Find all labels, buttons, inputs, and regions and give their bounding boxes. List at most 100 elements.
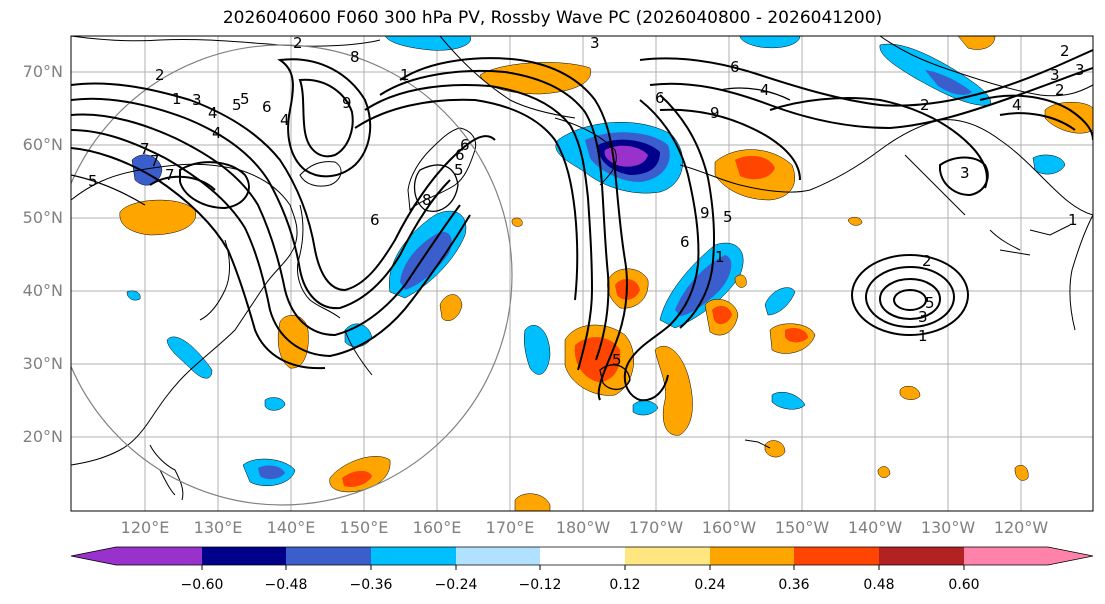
contour-label: 4 (280, 111, 290, 129)
colorbar-tick-label: 0.36 (778, 577, 810, 593)
lat-label: 30°N (22, 354, 63, 373)
range-circle (71, 44, 513, 506)
contour-label: 6 (655, 89, 665, 107)
lon-label: 160°E (412, 518, 462, 537)
contour-label: 9 (710, 104, 720, 122)
pv-negative-anomalies (126, 36, 1066, 486)
colorbar-swatch (540, 547, 625, 565)
anomaly-blob (877, 466, 891, 478)
anomaly-blob (511, 217, 523, 227)
anomaly-blob (771, 391, 806, 410)
colorbar-swatch (371, 547, 456, 565)
contour-label: 6 (455, 146, 465, 164)
contour-label: 1 (172, 90, 182, 108)
anomaly-blob (264, 397, 286, 411)
lat-label: 60°N (22, 135, 63, 154)
anomaly-blob (739, 36, 801, 49)
map-title: 2026040600 F060 300 hPa PV, Rossby Wave … (222, 8, 883, 28)
pv-contours (71, 49, 1093, 402)
colorbar-swatch (116, 547, 202, 565)
colorbar-swatch (964, 547, 1048, 565)
contour-label: 5 (88, 172, 98, 190)
map-background (71, 36, 1093, 511)
contour-label: 2 (155, 66, 165, 84)
colorbar-tick-label: −0.60 (180, 577, 224, 593)
contour-label: 8 (350, 48, 360, 66)
colorbar-extend-low (71, 547, 116, 565)
lon-label: 140°E (266, 518, 316, 537)
colorbar-swatch (625, 547, 710, 565)
contour-label: 8 (422, 191, 432, 209)
contour-label: 7 (150, 152, 160, 170)
lat-label: 70°N (22, 62, 63, 81)
anomaly-blob (735, 155, 775, 180)
lon-label: 120°E (120, 518, 170, 537)
anomaly-blob (1044, 102, 1093, 134)
contour-label: 7 (165, 166, 175, 184)
anomaly-blob (899, 385, 921, 400)
colorbar-swatch (202, 547, 286, 565)
colorbar-extend-high (1048, 547, 1093, 565)
anomaly-blob (400, 231, 452, 290)
lon-label: 130°W (920, 518, 976, 537)
pv-contours-thin (71, 87, 791, 391)
lon-label: 160°W (701, 518, 757, 537)
contour-label: 3 (590, 34, 600, 52)
lat-label: 50°N (22, 208, 63, 227)
colorbar-tick-label: −0.24 (434, 577, 478, 593)
lon-label: 150°E (339, 518, 389, 537)
contour-label: 5 (925, 294, 935, 312)
colorbar-tick-label: 0.48 (863, 577, 895, 593)
contour-label: 6 (680, 233, 690, 251)
contour-label: 4 (1012, 96, 1022, 114)
contour-label: 1 (918, 327, 928, 345)
anomaly-blob (1032, 154, 1066, 175)
colorbar-swatch (879, 547, 964, 565)
anomaly-blob (847, 216, 863, 226)
contour-label: 1 (1068, 211, 1078, 229)
lon-label: 130°E (193, 518, 243, 537)
contour-label: 2 (1055, 81, 1065, 99)
map-frame (70, 35, 1094, 512)
lon-label: 140°W (847, 518, 903, 537)
colorbar-tick-label: 0.60 (948, 577, 980, 593)
contour-label: 6 (460, 136, 470, 154)
colorbar-tick-label: 0.12 (609, 577, 641, 593)
contour-label: 9 (700, 204, 710, 222)
contour-labels: 2 3 4 5 6 7 8 9 1 6 5 6 4 3 2 1 9 6 5 7 … (88, 34, 1085, 369)
anomaly-blob (258, 465, 285, 480)
lon-label: 120°W (993, 518, 1049, 537)
anomaly-blob (119, 199, 197, 236)
anomaly-blob (675, 255, 732, 316)
contour-label: 6 (370, 211, 380, 229)
anomaly-blob (925, 70, 972, 95)
colorbar-swatch (286, 547, 371, 565)
contour-label: 5 (454, 161, 464, 179)
contour-label: 4 (760, 81, 770, 99)
contour-label: 2 (922, 252, 932, 270)
contour-label: 6 (730, 58, 740, 76)
contour-label: 4 (212, 124, 222, 142)
anomaly-blob (734, 274, 747, 288)
contour-label: 1 (400, 66, 410, 84)
anomaly-blob (277, 315, 309, 369)
colorbar-tick-label: −0.36 (349, 577, 393, 593)
lon-label: 170°E (485, 518, 535, 537)
anomaly-blob (712, 305, 732, 325)
colorbar-swatch (456, 547, 540, 565)
lat-label: 40°N (22, 281, 63, 300)
anomaly-blob (764, 287, 796, 316)
colorbar-tick-label: −0.12 (518, 577, 562, 593)
colorbar-swatch (794, 547, 879, 565)
colorbar-tick-label: −0.48 (264, 577, 308, 593)
anomaly-blob (126, 290, 141, 301)
colorbar (70, 546, 1094, 570)
contour-label: 5 (232, 96, 242, 114)
contour-label: 5 (240, 90, 250, 108)
contour-label: 2 (293, 34, 303, 52)
anomaly-blob (574, 337, 621, 382)
anomaly-blob (764, 440, 786, 458)
anomaly-blob (1014, 465, 1029, 481)
anomaly-blob (439, 294, 463, 321)
